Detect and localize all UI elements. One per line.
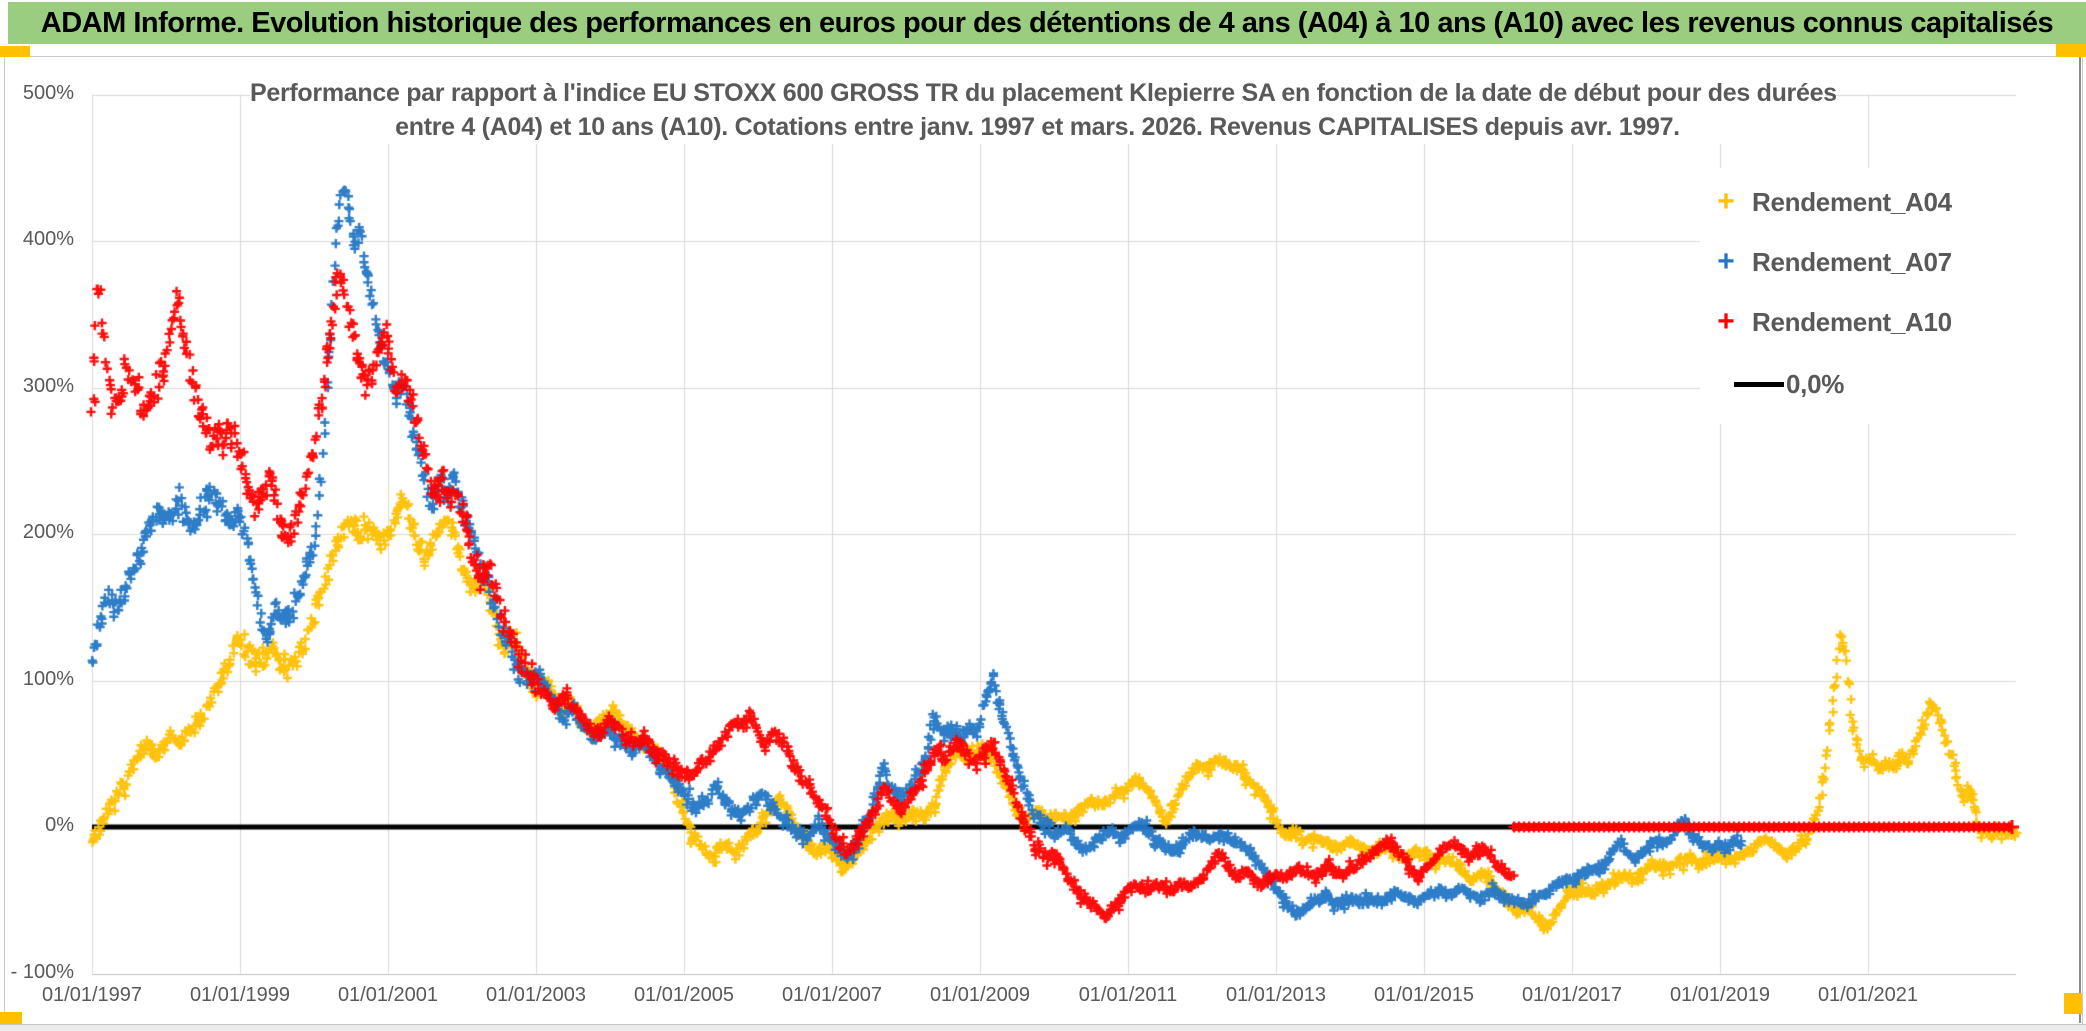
sheet-strip bbox=[0, 1024, 2086, 1031]
y-tick-label: 100% bbox=[22, 667, 74, 690]
y-tick-label: 200% bbox=[22, 521, 74, 543]
y-tick-label: 0% bbox=[45, 814, 74, 836]
plus-icon: + bbox=[1717, 185, 1735, 218]
legend: + Rendement_A04 + Rendement_A07 + Rendem… bbox=[1700, 168, 2030, 424]
x-tick-label: 01/01/2017 bbox=[1521, 984, 1623, 1006]
x-tick-label: 01/01/1999 bbox=[189, 984, 291, 1006]
legend-label: Rendement_A04 bbox=[1752, 186, 1952, 217]
legend-item-rendement-a04[interactable]: + Rendement_A04 bbox=[1700, 184, 2030, 220]
y-tick-label: 300% bbox=[22, 374, 74, 397]
x-tick-label: 01/01/2005 bbox=[633, 984, 735, 1006]
x-tick-label: 01/01/2013 bbox=[1225, 984, 1327, 1006]
plus-icon: + bbox=[1717, 305, 1735, 338]
x-tick-label: 01/01/2021 bbox=[1817, 984, 1919, 1006]
x-tick-label: 01/01/2007 bbox=[781, 984, 883, 1006]
selection-handle-top-right[interactable] bbox=[2056, 44, 2086, 57]
x-tick-label: 01/01/2003 bbox=[485, 984, 587, 1006]
y-tick-label: 400% bbox=[22, 228, 74, 250]
x-tick-label: 01/01/2015 bbox=[1373, 984, 1475, 1006]
zero-line-icon bbox=[1734, 381, 1784, 387]
selection-handle-top-left[interactable] bbox=[0, 46, 30, 57]
x-tick-label: 01/01/2019 bbox=[1669, 984, 1771, 1006]
x-tick-label: 01/01/2009 bbox=[929, 984, 1031, 1006]
legend-item-rendement-a07[interactable]: + Rendement_A07 bbox=[1700, 244, 2030, 280]
y-tick-label: - 100% bbox=[10, 960, 74, 983]
chart-title: Performance par rapport à l'indice EU ST… bbox=[250, 76, 1837, 144]
x-tick-label: 01/01/1997 bbox=[41, 984, 143, 1006]
y-tick-label: 500% bbox=[22, 81, 74, 104]
chart-title-line2: entre 4 (A04) et 10 ans (A10). Cotations… bbox=[395, 113, 1680, 141]
x-tick-label: 01/01/2011 bbox=[1078, 984, 1178, 1006]
chart-title-line1: Performance par rapport à l'indice EU ST… bbox=[250, 79, 1837, 107]
x-tick-label: 01/01/2001 bbox=[337, 984, 439, 1006]
legend-label: 0,0% bbox=[1786, 368, 1845, 399]
plus-icon: + bbox=[1717, 245, 1735, 278]
legend-item-zero-line[interactable]: 0,0% bbox=[1700, 366, 2030, 402]
legend-label: Rendement_A10 bbox=[1752, 306, 1952, 337]
selection-handle-bottom-right[interactable] bbox=[2064, 993, 2082, 1014]
selection-handle-bottom-left[interactable] bbox=[0, 1012, 22, 1024]
legend-label: Rendement_A07 bbox=[1752, 246, 1952, 277]
legend-item-rendement-a10[interactable]: + Rendement_A10 bbox=[1700, 304, 2030, 340]
